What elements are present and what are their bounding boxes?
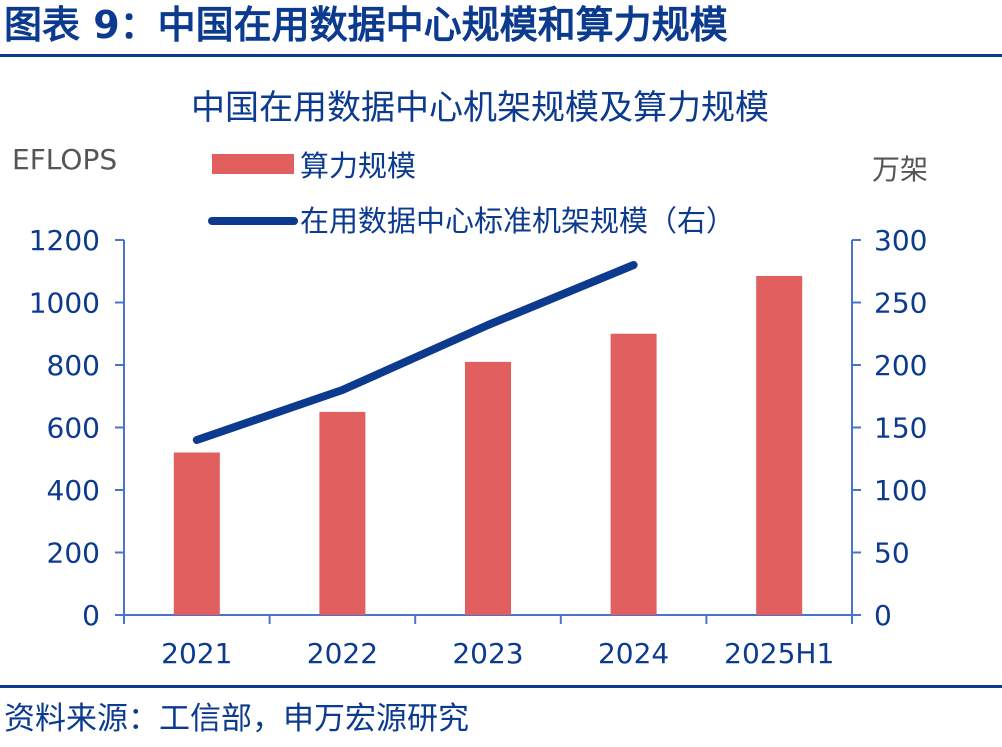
bar-2023: [465, 361, 511, 615]
x-tick-label: 2023: [452, 637, 523, 670]
left-tick-label: 600: [47, 412, 100, 445]
legend-bar-label: 算力规模: [300, 149, 416, 183]
bars: [173, 275, 803, 615]
chart: 中国在用数据中心机架规模及算力规模 EFLOPS 万架 算力规模 在用数据中心标…: [12, 88, 928, 670]
x-tick-label: 2024: [598, 637, 669, 670]
x-tick-label: 2025H1: [724, 637, 834, 670]
right-tick-label: 50: [874, 537, 910, 570]
bar-2022: [319, 411, 366, 615]
rack-scale-point-2023: [487, 324, 489, 326]
right-tick-label: 0: [874, 599, 892, 632]
legend-line-label: 在用数据中心标准机架规模（右）: [300, 204, 735, 238]
x-tick-label: 2022: [307, 637, 378, 670]
tick-labels: 0 200 400 600 800 1000 1200 0 50 100 150 200 250 300 2…: [29, 224, 928, 670]
left-tick-label: 1000: [29, 287, 100, 320]
left-tick-label: 400: [47, 474, 100, 507]
legend-bar-swatch: [212, 154, 294, 174]
left-tick-label: 800: [47, 349, 100, 382]
source-note: 资料来源：工信部，申万宏源研究: [4, 701, 469, 737]
left-tick-label: 200: [47, 537, 100, 570]
bar-2024: [610, 333, 657, 615]
figure-label: 图表 9：中国在用数据中心规模和算力规模: [4, 3, 728, 47]
bar-2025H1: [756, 275, 803, 615]
bar-2021: [173, 452, 220, 615]
rack-scale-point-2022: [341, 389, 344, 391]
rack-scale-line: [192, 261, 638, 444]
line-series: [192, 261, 638, 444]
right-axis-label: 万架: [872, 153, 928, 186]
x-tick-label: 2021: [161, 637, 232, 670]
left-axis-label: EFLOPS: [12, 143, 117, 176]
left-tick-label: 1200: [29, 224, 100, 257]
top-rule: [0, 54, 1002, 57]
right-tick-label: 250: [874, 287, 927, 320]
rack-scale-point-2024: [632, 264, 635, 266]
right-tick-label: 300: [874, 224, 927, 257]
bottom-rule: [0, 685, 1002, 688]
right-tick-label: 200: [874, 349, 927, 382]
right-tick-label: 150: [874, 412, 927, 445]
chart-title: 中国在用数据中心机架规模及算力规模: [191, 88, 769, 128]
right-tick-label: 100: [874, 474, 927, 507]
left-tick-label: 0: [82, 599, 100, 632]
rack-scale-point-2021: [195, 439, 198, 441]
